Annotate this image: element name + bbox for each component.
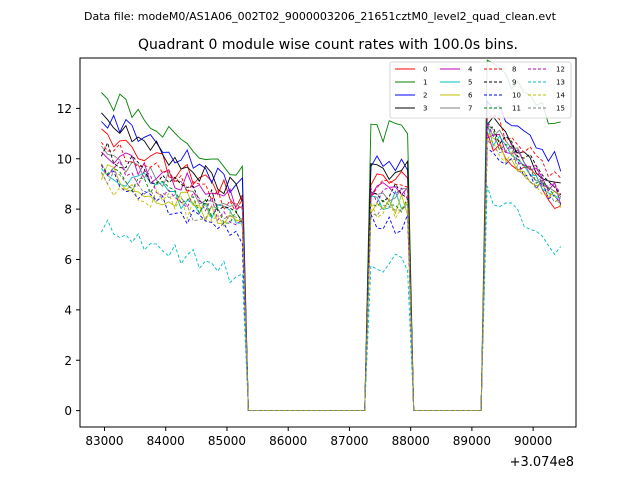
legend-label-7: 7 xyxy=(468,105,472,113)
y-tick-label: 2 xyxy=(64,354,72,368)
legend-label-2: 2 xyxy=(423,92,427,100)
legend-label-4: 4 xyxy=(468,66,473,74)
x-tick-label: 88000 xyxy=(392,434,430,448)
x-tick-label: 84000 xyxy=(147,434,185,448)
legend-label-0: 0 xyxy=(423,66,427,74)
legend-label-11: 11 xyxy=(512,105,521,113)
legend-label-3: 3 xyxy=(423,105,427,113)
y-tick-label: 12 xyxy=(57,102,72,116)
y-tick-label: 4 xyxy=(64,303,72,317)
plot-background xyxy=(80,58,576,427)
x-tick-label: 86000 xyxy=(269,434,307,448)
legend-label-15: 15 xyxy=(556,105,565,113)
y-tick-label: 6 xyxy=(64,253,72,267)
plot-area xyxy=(79,57,577,428)
plot-frame xyxy=(79,57,577,428)
legend-label-10: 10 xyxy=(512,92,521,100)
legend-label-13: 13 xyxy=(556,79,565,87)
x-offset-label: +3.074e8 xyxy=(510,455,574,470)
y-axis: 0 2 4 6 8 10 12 xyxy=(57,102,80,418)
legend-label-9: 9 xyxy=(512,79,516,87)
legend-label-6: 6 xyxy=(468,92,473,100)
legend-label-5: 5 xyxy=(468,79,472,87)
chart-title: Quadrant 0 module wise count rates with … xyxy=(138,37,518,53)
legend-label-1: 1 xyxy=(423,79,427,87)
x-tick-label: 87000 xyxy=(330,434,368,448)
legend-label-8: 8 xyxy=(512,66,516,74)
y-tick-label: 10 xyxy=(57,152,72,166)
y-tick-label: 0 xyxy=(64,404,72,418)
x-tick-label: 90000 xyxy=(514,434,552,448)
y-tick-label: 8 xyxy=(64,203,72,217)
x-tick-label: 83000 xyxy=(85,434,123,448)
x-tick-label: 89000 xyxy=(453,434,491,448)
x-tick-label: 85000 xyxy=(208,434,246,448)
x-axis: 83000 84000 85000 86000 87000 88000 89000 90000 xyxy=(85,427,552,448)
legend-label-12: 12 xyxy=(556,66,565,74)
data-file-label: Data file: modeM0/AS1A06_002T02_90000032… xyxy=(84,10,557,23)
legend-box xyxy=(389,61,572,119)
legend-label-14: 14 xyxy=(556,92,565,100)
series-line-15 xyxy=(101,138,562,412)
